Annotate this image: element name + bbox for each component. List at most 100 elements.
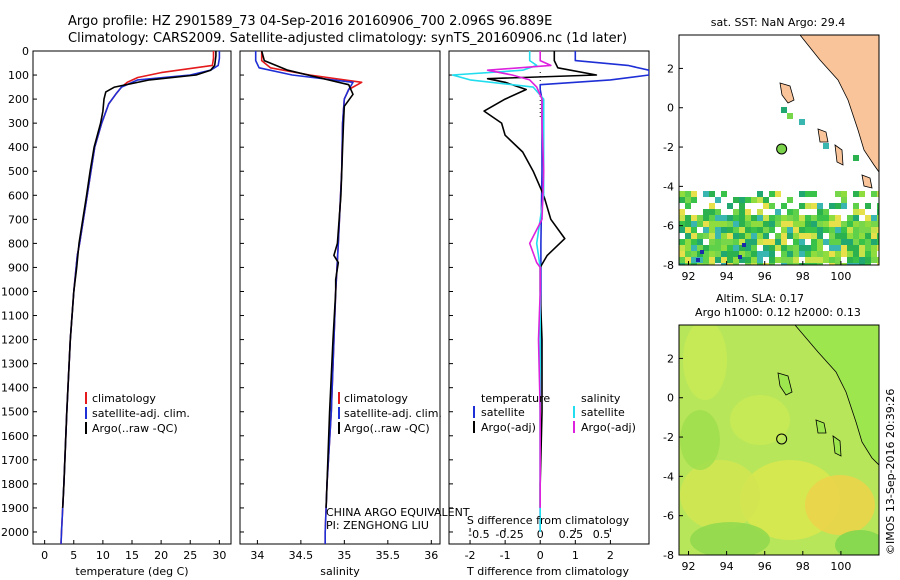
sst-grid-cell [871,245,877,251]
sst-grid-cell [691,251,697,257]
series-line-s-argo-adj- [486,51,552,508]
sst-grid-cell [877,203,879,209]
sst-grid-cell [859,251,865,257]
sst-grid-cell [877,209,879,215]
sst-grid-cell [799,263,805,265]
sst-grid-cell [823,227,829,233]
x-tick-label: 34.5 [289,549,314,562]
sst-grid-cell [811,239,817,245]
sst-grid-cell [835,221,841,227]
sst-grid-cell [781,221,787,227]
island [861,174,873,189]
sst-grid-cell [763,221,769,227]
salinity-difference-axis: -0.5 -0.25 0 0.25 0.5 [468,528,611,541]
sst-grid-cell [769,227,775,233]
sst-grid-cell [781,215,787,221]
lat-tick-label: -4 [663,470,674,483]
sst-grid-cell [757,191,763,197]
sst-grid-cell [871,215,877,221]
sst-grid-cell [727,227,733,233]
sst-grid-cell [763,215,769,221]
x-tick-label: 36 [424,549,438,562]
sst-grid-cell [769,251,775,257]
sst-grid-cell [859,239,865,245]
sst-grid-cell [769,245,775,251]
sst-grid-cell [679,191,685,197]
sst-grid-cell [817,233,823,239]
sst-grid-cell [775,221,781,227]
sst-grid-cell [685,257,691,263]
sst-grid-cell [679,245,685,251]
sst-grid-cell [751,227,757,233]
sst-grid-cell [787,227,793,233]
sst-grid-cell [703,263,709,265]
x-tick-label: 10 [96,549,110,562]
sst-grid-cell [733,257,739,263]
sst-grid-cell [841,191,847,197]
sst-grid-cell [715,245,721,251]
x-tick-label: 1 [572,549,579,562]
sst-grid-cell [721,233,727,239]
sst-grid-cell [745,233,751,239]
difference-x-axis: -2 -1 0 1 2 [465,540,614,562]
sst-grid-cell [745,209,751,215]
sst-grid-cell [703,251,709,257]
lat-tick-label: -8 [663,259,674,272]
sst-grid-cell [739,245,745,251]
sst-grid-cell [829,239,835,245]
salinity-y-ticks [240,50,244,533]
sst-grid-cell [781,251,787,257]
sst-grid-cell [853,209,859,215]
sst-grid-cell [847,221,853,227]
sst-grid-cell [745,263,751,265]
lat-tick-label: -6 [663,510,674,523]
sst-grid-cell [709,221,715,227]
sla-anomaly-blob [730,395,790,445]
sst-grid-cell [835,245,841,251]
island [815,419,827,434]
sst-grid-cell [697,245,703,251]
sst-grid-cell [859,227,865,233]
salinity-series [254,51,363,544]
sst-grid-cell [775,239,781,245]
sst-grid-cell [685,227,691,233]
sst-map-cells [679,107,879,265]
sst-grid-cell [853,215,859,221]
sst-grid-cell [757,251,763,257]
sst-grid-cell [703,209,709,215]
sst-grid-cell [835,215,841,221]
sst-grid-cell [745,239,751,245]
sst-grid-cell [847,263,853,265]
sst-grid-cell [697,263,703,265]
sst-grid-cell [793,233,799,239]
series-line-t-satellite [539,51,649,532]
sst-grid-cell [847,215,853,221]
series-line-satellite-adj-clim- [60,51,221,544]
sst-grid-cell [738,255,742,259]
sst-grid-cell [865,251,871,257]
sst-grid-cell [799,203,805,209]
sst-grid-cell [715,197,721,203]
sst-grid-cell [781,233,787,239]
sst-grid-cell [871,227,877,233]
series-line-climatology [260,51,363,544]
sst-grid-cell [700,250,704,254]
sst-grid-cell [787,221,793,227]
sst-grid-cell [745,251,751,257]
sst-grid-cell [829,251,835,257]
sst-grid-cell [691,245,697,251]
sst-grid-cell [757,227,763,233]
sst-grid-cell [763,245,769,251]
sst-grid-cell [811,233,817,239]
sst-grid-cell [715,209,721,215]
sst-grid-cell [739,251,745,257]
series-line-argo-raw-qc- [260,51,354,508]
sst-grid-cell [793,245,799,251]
sst-grid-cell [835,251,841,257]
difference-y-ticks [449,50,453,533]
sst-grid-cell [853,191,859,197]
sst-grid-cell [733,239,739,245]
sst-grid-cell [787,215,793,221]
sst-grid-cell [829,203,835,209]
temperature-xlabel: temperature (deg C) [75,565,188,578]
